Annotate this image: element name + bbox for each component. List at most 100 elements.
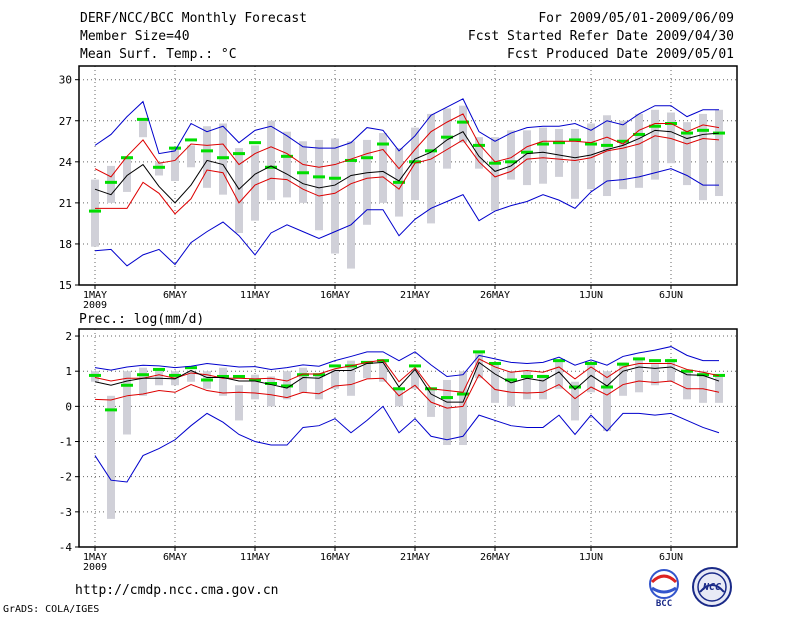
temp-range-box bbox=[715, 109, 723, 197]
temp-lower-quartile-line bbox=[95, 135, 720, 215]
temp-range-box bbox=[171, 149, 179, 181]
temp-ytick-label: 24 bbox=[59, 156, 73, 169]
prec-ytick-label: -2 bbox=[59, 471, 72, 484]
prec-xtick-label: 6MAY bbox=[163, 552, 187, 563]
temp-range-box bbox=[139, 119, 147, 138]
temp-range-box bbox=[667, 112, 675, 164]
prec-range-box bbox=[491, 362, 499, 403]
prec-xtick-label: 21MAY bbox=[400, 552, 430, 563]
prec-range-box bbox=[395, 388, 403, 407]
prec-range-box bbox=[331, 369, 339, 389]
prec-median-line bbox=[94, 361, 720, 403]
temp-frame bbox=[78, 65, 738, 286]
prec-ytick-label: 1 bbox=[65, 365, 72, 378]
temp-range-box bbox=[315, 139, 323, 231]
temp-xtick-label: 1JUN bbox=[579, 290, 603, 301]
temp-range-box bbox=[475, 137, 483, 169]
prec-range-box bbox=[235, 385, 243, 421]
prec-range-box bbox=[667, 358, 675, 382]
prec-ytick-label: 0 bbox=[65, 400, 72, 413]
prec-range-box bbox=[251, 374, 259, 400]
temp-range-box bbox=[587, 123, 595, 190]
temp-range-box bbox=[331, 138, 339, 254]
prec-range-box bbox=[699, 371, 707, 403]
prec-range-box bbox=[443, 379, 451, 446]
temp-range-box bbox=[619, 120, 627, 190]
prec-range-box bbox=[619, 362, 627, 396]
prec-range-box bbox=[187, 371, 195, 382]
temp-min-line bbox=[94, 168, 719, 267]
temp-range-box bbox=[347, 141, 355, 269]
temp-ytick-label: 27 bbox=[59, 115, 72, 128]
temp-xtick-label: 21MAY bbox=[400, 290, 430, 301]
bcc-logo: BCC bbox=[649, 569, 679, 608]
prec-range-box bbox=[603, 371, 611, 431]
ncc-logo: NCC bbox=[692, 567, 732, 607]
prec-min-line bbox=[94, 405, 720, 483]
source-url[interactable]: http://cmdp.ncc.cma.gov.cn bbox=[75, 583, 279, 598]
temp-xtick-label: 11MAY bbox=[240, 290, 270, 301]
temp-xtick-label: 1MAY bbox=[83, 290, 107, 301]
prec-range-box bbox=[635, 358, 643, 393]
prec-ytick-label: -1 bbox=[59, 436, 72, 449]
prec-range-box bbox=[363, 362, 371, 379]
prec-ytick-label: -4 bbox=[59, 541, 73, 554]
prec-range-box bbox=[459, 371, 467, 446]
prec-range-box bbox=[267, 376, 275, 407]
variable-label: Mean Surf. Temp.: °C bbox=[80, 47, 237, 62]
temp-range-box bbox=[91, 179, 99, 247]
temp-ytick-label: 18 bbox=[59, 238, 72, 251]
refer-date: Fcst Started Refer Date 2009/04/30 bbox=[467, 29, 734, 44]
prec-range-box bbox=[107, 395, 115, 519]
prec-range-box bbox=[315, 374, 323, 400]
temp-upper-quartile-line bbox=[94, 113, 720, 178]
prec-lower-quartile-line bbox=[94, 373, 720, 409]
temp-range-box bbox=[491, 137, 499, 212]
prec-range-box bbox=[523, 371, 531, 400]
temp-ytick-label: 21 bbox=[59, 197, 72, 210]
prec-range-box bbox=[555, 360, 563, 389]
bcc-logo-text: BCC bbox=[656, 599, 672, 608]
temp-range-box bbox=[539, 127, 547, 184]
prec-frame bbox=[78, 328, 738, 548]
temp-range-box bbox=[459, 105, 467, 143]
prec-xtick-label: 26MAY bbox=[480, 552, 510, 563]
prec-range-box bbox=[123, 371, 131, 435]
prec-ytick-label: 2 bbox=[65, 330, 72, 343]
temp-range-box bbox=[251, 145, 259, 221]
forecast-title: DERF/NCC/BCC Monthly Forecast bbox=[80, 11, 307, 26]
prec-xtick-label: 1MAY bbox=[83, 552, 107, 563]
prec-range-box bbox=[219, 367, 227, 396]
prec-range-box bbox=[571, 381, 579, 421]
prec-range-box bbox=[347, 360, 355, 396]
prec-range-box bbox=[411, 369, 419, 389]
temp-range-box bbox=[363, 139, 371, 225]
temp-year-label: 2009 bbox=[83, 300, 107, 311]
prec-xtick-label: 6JUN bbox=[659, 552, 683, 563]
prec-range-box bbox=[507, 371, 515, 407]
temp-ytick-label: 30 bbox=[59, 74, 72, 87]
prec-range-box bbox=[155, 369, 163, 386]
temp-range-box bbox=[187, 145, 195, 168]
prec-range-box bbox=[379, 360, 387, 382]
prec-xtick-label: 1JUN bbox=[579, 552, 603, 563]
temp-range-box bbox=[203, 126, 211, 188]
temp-xtick-label: 6MAY bbox=[163, 290, 187, 301]
temp-xtick-label: 26MAY bbox=[480, 290, 510, 301]
temp-range-box bbox=[379, 133, 387, 203]
temp-range-box bbox=[651, 109, 659, 180]
temperature-chart: 15 18 21 24 27 30 1MAY 6MAY 11MAY 16MAY 21MAY 26MAY… bbox=[59, 65, 738, 311]
prec-ytick-label: -3 bbox=[59, 506, 72, 519]
prec-range-box bbox=[651, 364, 659, 386]
temp-range-box bbox=[235, 148, 243, 233]
temp-ytick-label: 15 bbox=[59, 279, 72, 292]
produced-date: Fcst Produced Date 2009/05/01 bbox=[507, 47, 734, 62]
temp-range-box bbox=[555, 128, 563, 177]
temp-range-box bbox=[603, 115, 611, 197]
prec-max-line bbox=[94, 346, 719, 377]
temp-range-box bbox=[683, 122, 691, 186]
prec-year-label: 2009 bbox=[83, 562, 107, 573]
prec-range-box bbox=[587, 364, 595, 393]
